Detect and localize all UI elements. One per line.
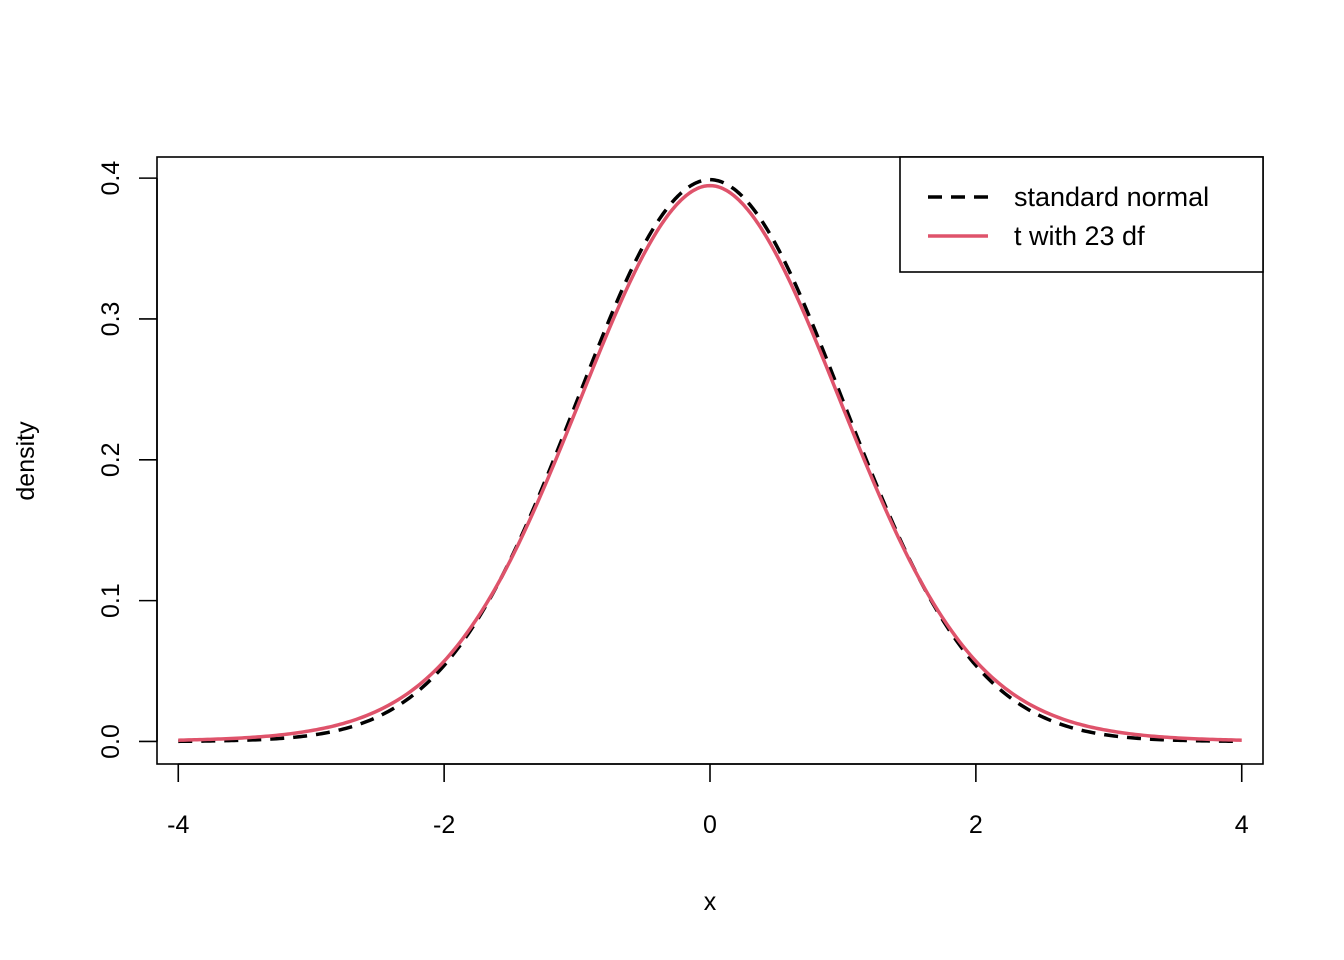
x-tick-label: 4: [1235, 811, 1249, 839]
y-tick-label: 0.1: [97, 583, 125, 618]
legend-label-t-23-df: t with 23 df: [1014, 221, 1145, 251]
x-tick-label: 2: [969, 811, 983, 839]
y-tick-label: 0.2: [97, 442, 125, 477]
y-axis-title: density: [12, 421, 40, 501]
y-tick-label: 0.0: [97, 724, 125, 759]
legend: standard normal t with 23 df: [899, 156, 1264, 273]
x-tick-label: -2: [433, 811, 455, 839]
series-line-t-23-df: [178, 183, 1242, 742]
y-tick-label: 0.3: [97, 302, 125, 337]
x-axis: -4 -2 0 2 4: [167, 763, 1249, 839]
x-tick-label: -4: [167, 811, 189, 839]
x-axis-title: x: [704, 888, 717, 916]
series-layer: [178, 177, 1242, 744]
x-tick-label: 0: [703, 811, 717, 839]
series-line-standard-normal: [178, 177, 1242, 744]
y-tick-label: 0.4: [97, 161, 125, 196]
legend-box: [899, 156, 1264, 273]
y-axis: 0.0 0.1 0.2 0.3 0.4: [97, 161, 158, 759]
legend-label-standard-normal: standard normal: [1014, 182, 1209, 212]
